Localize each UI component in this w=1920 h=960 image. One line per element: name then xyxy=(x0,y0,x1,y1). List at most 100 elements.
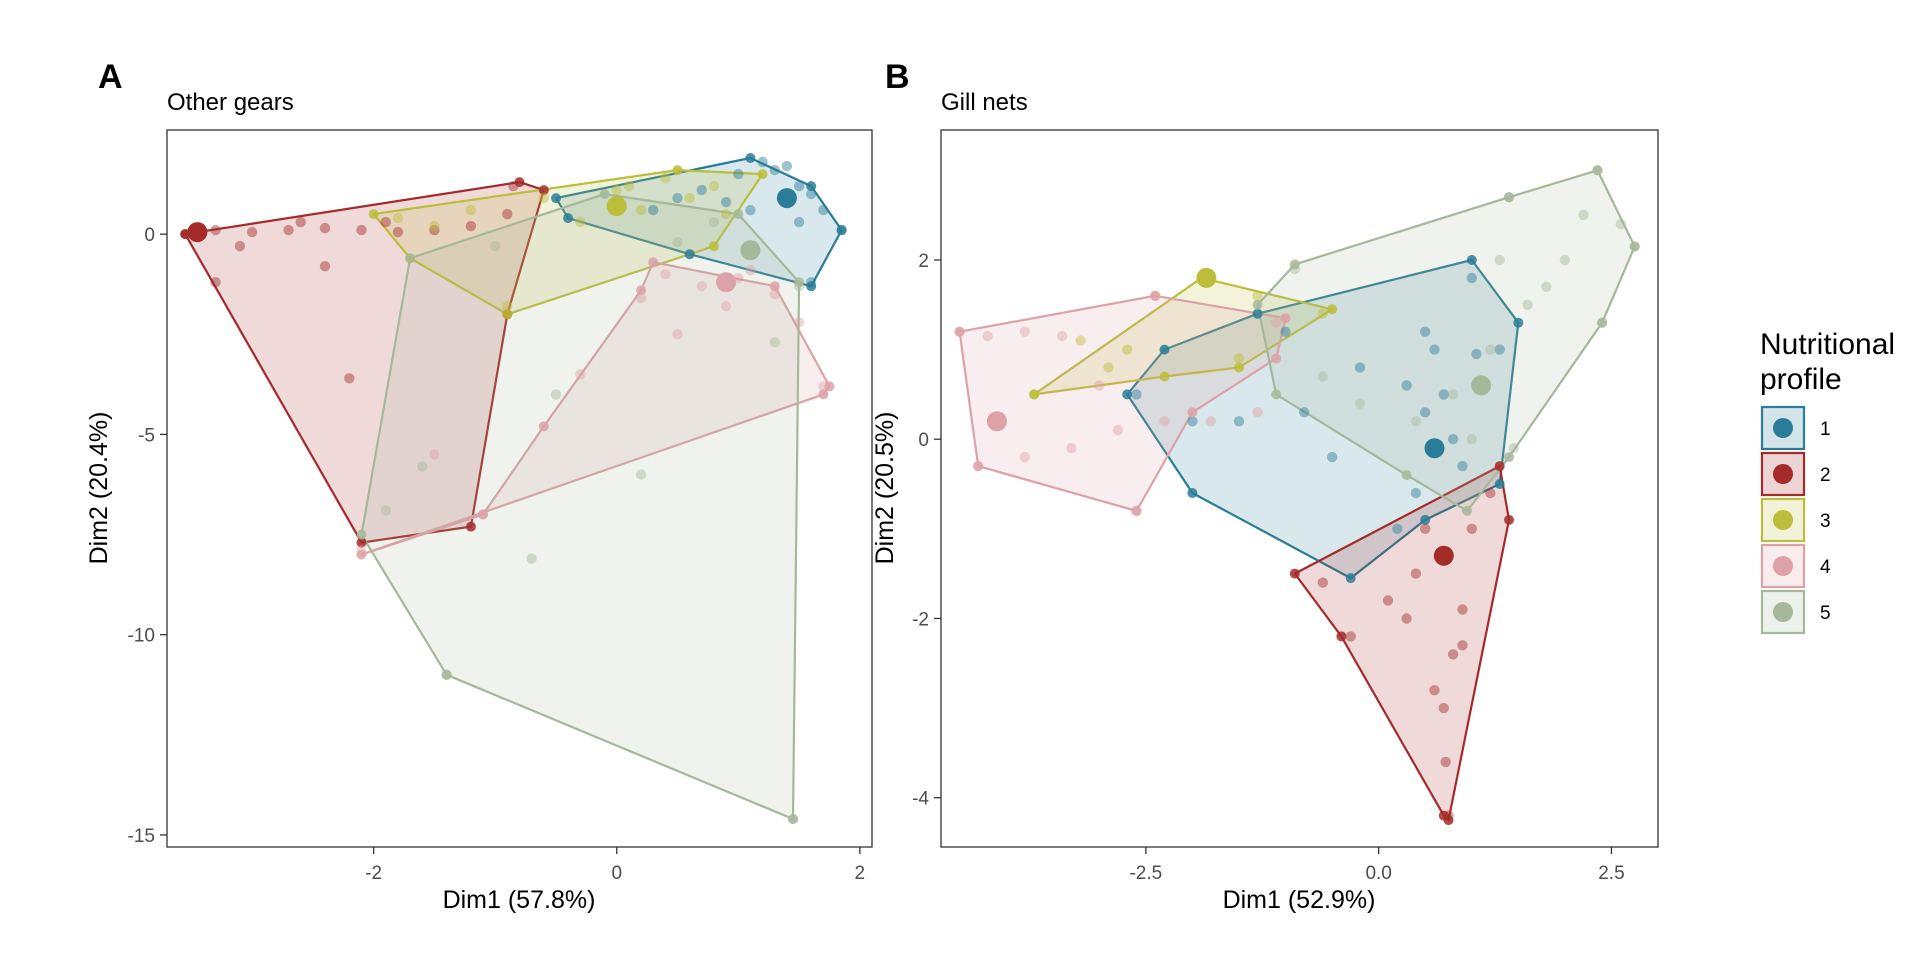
hull-vertex-group-1 xyxy=(1345,573,1356,584)
y-axis-title-a: Dim2 (20.4%) xyxy=(85,412,113,565)
hull-vertex-group-4 xyxy=(824,381,835,392)
hull-vertex-group-4 xyxy=(818,389,829,400)
point-group-2 xyxy=(319,222,331,234)
legend-title-line-2: profile xyxy=(1760,363,1842,396)
hull-vertex-group-4 xyxy=(356,549,367,560)
point-group-1 xyxy=(720,196,732,208)
point-group-4 xyxy=(1019,451,1030,463)
hull-vertex-group-3 xyxy=(1159,371,1170,382)
point-group-2 xyxy=(1401,613,1412,624)
legend-dot-4 xyxy=(1773,556,1793,576)
hull-vertex-group-2 xyxy=(1438,810,1449,821)
hull-vertex-group-5 xyxy=(441,669,452,680)
point-group-5 xyxy=(1494,254,1505,266)
hull-vertex-group-1 xyxy=(1513,317,1524,328)
hull-vertex-group-1 xyxy=(1466,255,1477,265)
point-group-3 xyxy=(1252,290,1263,301)
hull-vertex-group-3 xyxy=(757,169,768,180)
hull-group-4 xyxy=(958,294,1287,512)
centroid-group-4 xyxy=(716,272,737,293)
point-group-4 xyxy=(1066,443,1077,454)
y-axis-title-b: Dim2 (20.5%) xyxy=(871,412,899,565)
hull-vertex-group-3 xyxy=(1327,304,1338,315)
point-group-4 xyxy=(769,289,780,300)
point-group-4 xyxy=(982,330,993,342)
hull-vertex-group-4 xyxy=(1280,313,1291,324)
point-group-5 xyxy=(380,505,391,516)
hull-vertex-group-5 xyxy=(1629,241,1640,252)
hull-vertex-group-5 xyxy=(1504,192,1514,203)
centroid-group-2 xyxy=(1433,545,1454,566)
point-group-5 xyxy=(490,241,501,252)
y-axis-ticks-a: 0 -5 -10 -15 xyxy=(128,225,167,847)
point-group-2 xyxy=(283,224,294,236)
hull-group-5 xyxy=(360,193,801,821)
hull-group-1 xyxy=(1126,258,1520,580)
point-group-1 xyxy=(806,188,817,200)
point-group-5 xyxy=(708,216,720,228)
hull-vertex-group-4 xyxy=(1187,407,1198,418)
point-group-1 xyxy=(696,184,707,196)
point-group-4 xyxy=(1271,317,1282,328)
hull-vertex-group-5 xyxy=(1462,505,1473,516)
hull-vertex-group-4 xyxy=(478,509,488,520)
point-group-3 xyxy=(660,172,671,184)
point-group-4 xyxy=(1112,425,1124,436)
centroid-group-1 xyxy=(1424,438,1445,459)
point-group-2 xyxy=(1382,595,1394,606)
point-group-1 xyxy=(1392,523,1403,534)
point-group-5 xyxy=(672,237,683,248)
point-group-4 xyxy=(793,317,805,328)
point-group-3 xyxy=(429,220,440,232)
point-group-3 xyxy=(575,216,586,228)
point-group-2 xyxy=(502,208,513,220)
point-group-2 xyxy=(380,216,391,228)
point-group-2 xyxy=(246,226,258,238)
point-group-3 xyxy=(623,180,635,192)
panel-title-b: Gill nets xyxy=(941,89,1028,116)
hull-vertex-group-1 xyxy=(1159,344,1170,355)
point-group-5 xyxy=(1466,434,1478,445)
point-group-4 xyxy=(1252,407,1263,418)
point-group-2 xyxy=(1466,523,1478,534)
point-group-3 xyxy=(392,212,404,224)
point-group-3 xyxy=(1122,344,1133,355)
point-group-5 xyxy=(526,553,537,564)
point-group-2 xyxy=(1440,756,1451,768)
hull-vertex-group-5 xyxy=(1271,389,1282,400)
point-group-3 xyxy=(1075,335,1086,346)
point-group-4 xyxy=(720,301,732,312)
legend-label-4: 4 xyxy=(1820,557,1831,578)
point-group-5 xyxy=(1508,443,1519,454)
legend-dot-5 xyxy=(1773,602,1793,622)
point-group-3 xyxy=(538,192,549,204)
point-group-1 xyxy=(672,192,683,204)
point-group-2 xyxy=(234,241,246,252)
legend-dot-3 xyxy=(1773,510,1793,530)
y-tick-label: -2 xyxy=(912,609,929,630)
point-group-3 xyxy=(708,180,720,192)
hull-vertex-group-3 xyxy=(1234,362,1244,373)
legend-label-2: 2 xyxy=(1820,465,1831,486)
hull-vertex-group-1 xyxy=(1252,308,1263,319)
point-group-2 xyxy=(429,224,440,236)
point-group-2 xyxy=(1410,568,1422,579)
point-group-1 xyxy=(1494,344,1505,355)
hull-vertex-group-4 xyxy=(538,421,549,432)
hull-vertex-group-2 xyxy=(1504,514,1514,525)
hull-group-1 xyxy=(554,156,843,288)
point-group-1 xyxy=(1429,344,1440,355)
point-group-3 xyxy=(1317,308,1329,319)
point-group-5 xyxy=(1317,371,1329,382)
y-tick-label: -15 xyxy=(128,826,155,847)
point-group-1 xyxy=(1233,416,1245,427)
hull-vertex-group-1 xyxy=(1187,488,1198,498)
hull-vertex-group-4 xyxy=(954,326,965,337)
x-axis-title-a: Dim1 (57.8%) xyxy=(443,886,596,914)
point-group-2 xyxy=(356,224,367,236)
point-group-4 xyxy=(635,293,647,304)
hull-vertex-group-2 xyxy=(514,177,525,188)
centroid-group-5 xyxy=(740,240,761,261)
point-group-1 xyxy=(1401,380,1412,391)
